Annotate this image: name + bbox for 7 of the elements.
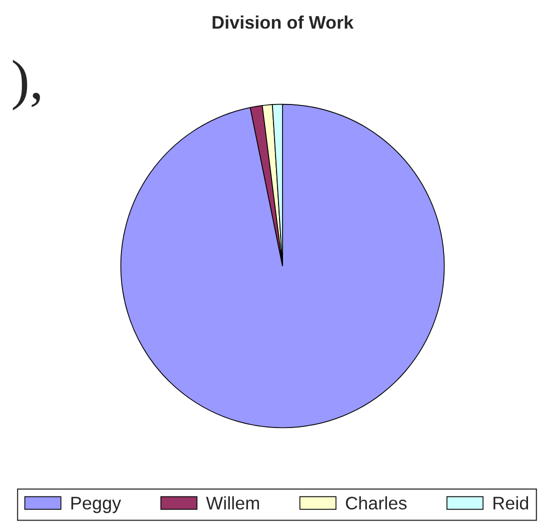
legend-label: Charles	[346, 496, 407, 510]
text: ),	[12, 60, 40, 110]
legend-label: Willem	[206, 496, 259, 510]
legend-label: Reid	[494, 496, 528, 510]
chart-title: Division of Work	[212, 16, 354, 29]
legend-label: Peggy	[71, 496, 122, 514]
pie-slice	[120, 104, 445, 428]
